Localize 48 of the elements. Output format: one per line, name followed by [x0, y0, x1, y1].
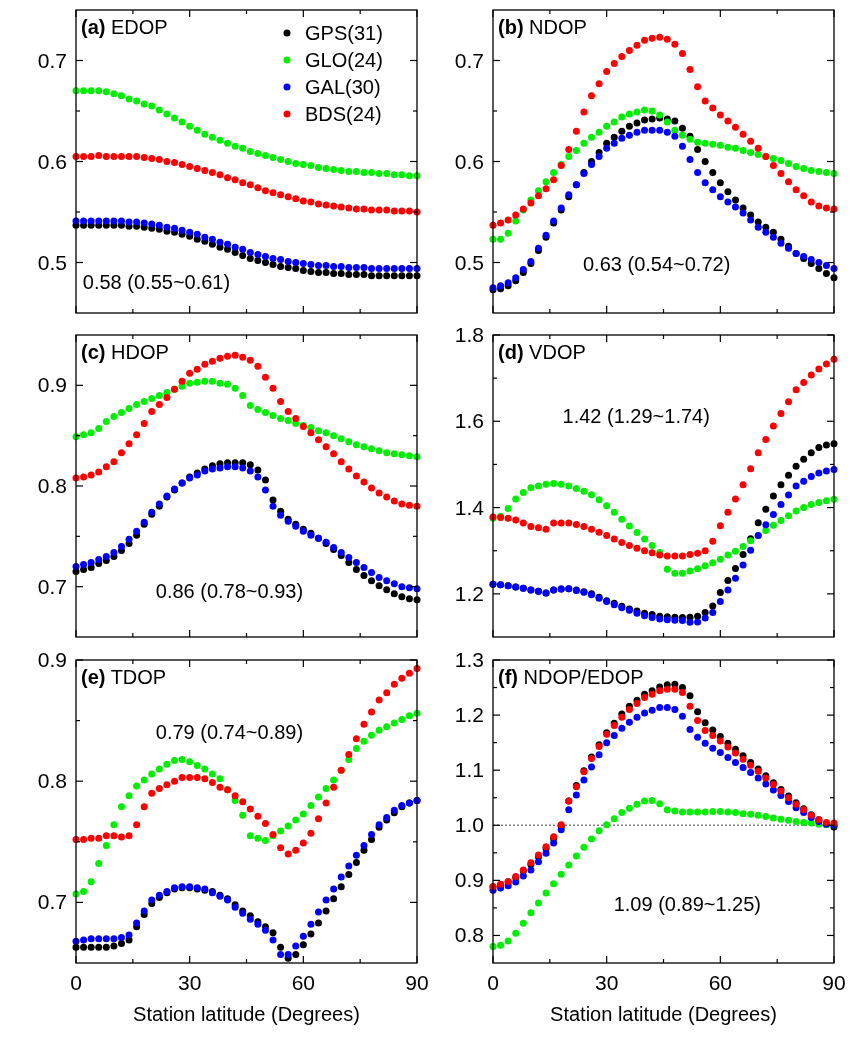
x-tick-label: 30 [177, 971, 202, 994]
legend-label: GLO(24) [305, 49, 383, 71]
y-tick-label: 0.9 [37, 373, 67, 397]
chart-title: (e) TDOP [81, 666, 167, 688]
y-tick-label: 0.9 [37, 648, 67, 671]
chart-title: (d) VDOP [498, 341, 586, 363]
annotation: 0.79 (0.74~0.89) [155, 720, 304, 743]
annotation: 1.09 (0.89~1.25) [613, 893, 762, 916]
y-tick-label: 0.5 [454, 250, 484, 274]
y-tick-label: 0.9 [454, 868, 484, 892]
annotation: 1.42 (1.29~1.74) [562, 404, 710, 427]
annotation: 0.58 (0.55~0.61) [82, 270, 231, 293]
y-tick-label: 0.8 [37, 769, 67, 793]
x-tick-label: 60 [708, 971, 733, 994]
y-tick-label: 1.8 [454, 323, 484, 346]
y-tick-label: 0.8 [37, 474, 67, 497]
x-tick-label: 0 [70, 971, 82, 994]
y-tick-label: 0.7 [37, 574, 67, 598]
y-tick-label: 1.4 [454, 495, 485, 519]
legend-label: GAL(30) [305, 76, 381, 98]
y-tick-label: 0.8 [454, 923, 484, 947]
y-tick-label: 1.3 [454, 648, 484, 671]
y-tick-label: 0.7 [454, 48, 484, 72]
y-tick-label: 1.2 [454, 703, 484, 727]
y-tick-label: 0.6 [37, 149, 67, 173]
chart-title: (c) HDOP [81, 341, 169, 363]
chart-title: (b) NDOP [498, 16, 587, 38]
y-tick-label: 1.1 [454, 758, 484, 782]
chart-title: (f) NDOP/EDOP [498, 666, 644, 688]
x-tick-label: 30 [594, 971, 619, 994]
y-tick-label: 0.7 [37, 48, 67, 72]
x-axis-title: Station latitude (Degrees) [133, 1003, 360, 1025]
chart-title: (a) EDOP [81, 16, 168, 38]
y-tick-label: 0.6 [454, 149, 484, 173]
y-tick-label: 1.2 [454, 581, 484, 605]
y-tick-label: 0.7 [37, 890, 67, 914]
annotation: 0.86 (0.78~0.93) [155, 579, 304, 602]
y-tick-label: 0.5 [37, 250, 67, 274]
legend-label: BDS(24) [305, 103, 382, 125]
x-axis-title: Station latitude (Degrees) [550, 1003, 777, 1025]
y-tick-label: 1.6 [454, 409, 484, 433]
legend-label: GPS(31) [305, 22, 383, 44]
x-tick-label: 90 [822, 971, 846, 994]
y-tick-label: 1.0 [454, 813, 484, 837]
x-tick-label: 60 [291, 971, 316, 994]
annotation: 0.63 (0.54~0.72) [583, 252, 731, 275]
x-tick-label: 90 [405, 971, 429, 994]
x-tick-label: 0 [487, 971, 499, 994]
